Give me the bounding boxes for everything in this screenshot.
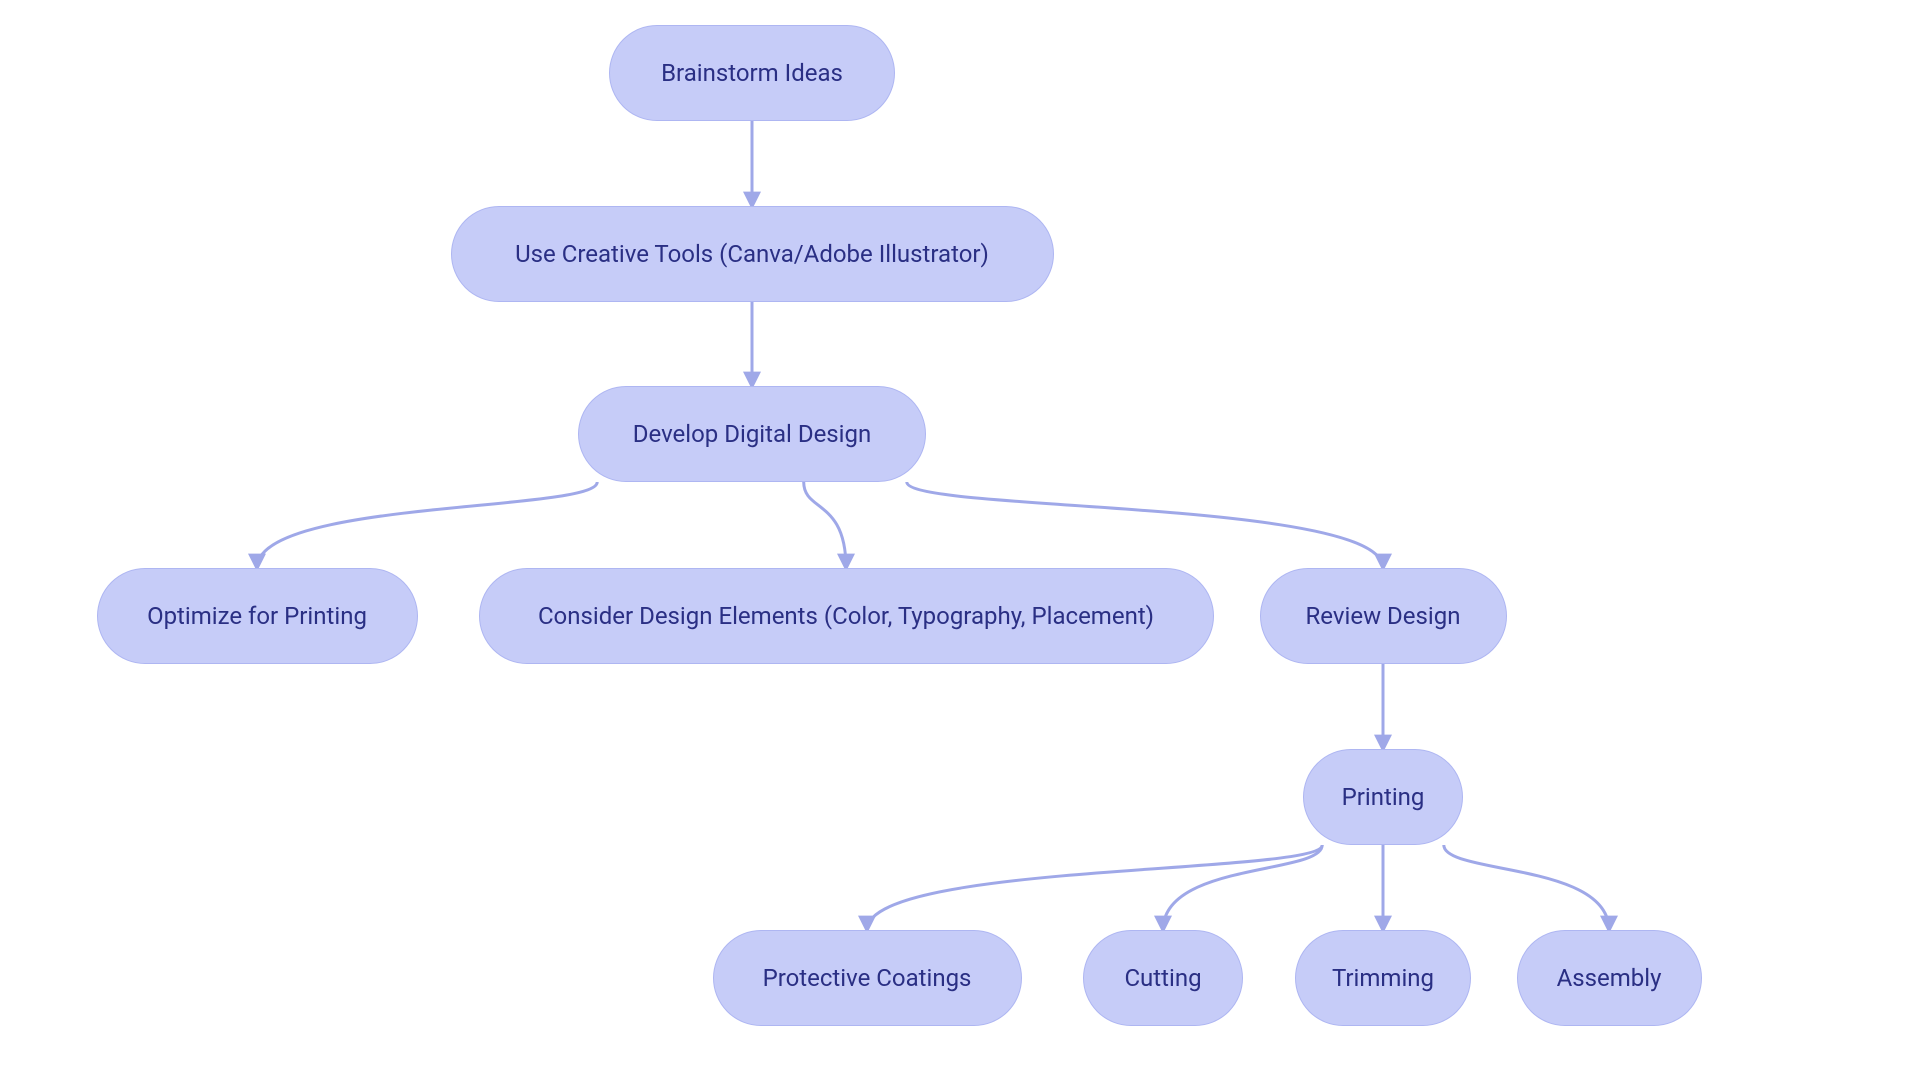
flowchart-node-label: Printing [1342, 783, 1425, 811]
flowchart-node: Consider Design Elements (Color, Typogra… [479, 568, 1214, 664]
flowchart-node-label: Consider Design Elements (Color, Typogra… [538, 602, 1154, 630]
flowchart-canvas: Brainstorm Ideas Use Creative Tools (Canv… [0, 0, 1920, 1083]
flowchart-node-label: Develop Digital Design [633, 420, 872, 448]
flowchart-node-label: Protective Coatings [763, 964, 972, 992]
flowchart-edge [907, 482, 1383, 568]
flowchart-node-label: Assembly [1557, 964, 1662, 992]
flowchart-node: Optimize for Printing [97, 568, 418, 664]
flowchart-node: Cutting [1083, 930, 1243, 1026]
flowchart-edge [1163, 845, 1322, 930]
flowchart-node: Use Creative Tools (Canva/Adobe Illustra… [451, 206, 1054, 302]
flowchart-node-label: Brainstorm Ideas [661, 59, 843, 87]
flowchart-edge [804, 482, 846, 568]
flowchart-node: Assembly [1517, 930, 1702, 1026]
flowchart-node-label: Use Creative Tools (Canva/Adobe Illustra… [515, 240, 989, 268]
flowchart-edges-layer [0, 0, 1920, 1083]
flowchart-node-label: Optimize for Printing [147, 602, 367, 630]
flowchart-edge [1444, 845, 1609, 930]
flowchart-edge [257, 482, 597, 568]
flowchart-node: Review Design [1260, 568, 1507, 664]
flowchart-node: Develop Digital Design [578, 386, 926, 482]
flowchart-edge [867, 845, 1322, 930]
flowchart-node-label: Cutting [1124, 964, 1201, 992]
flowchart-node: Trimming [1295, 930, 1471, 1026]
flowchart-node-label: Trimming [1332, 964, 1434, 992]
flowchart-node: Protective Coatings [713, 930, 1022, 1026]
flowchart-node: Printing [1303, 749, 1463, 845]
flowchart-node-label: Review Design [1306, 602, 1461, 630]
flowchart-node: Brainstorm Ideas [609, 25, 895, 121]
